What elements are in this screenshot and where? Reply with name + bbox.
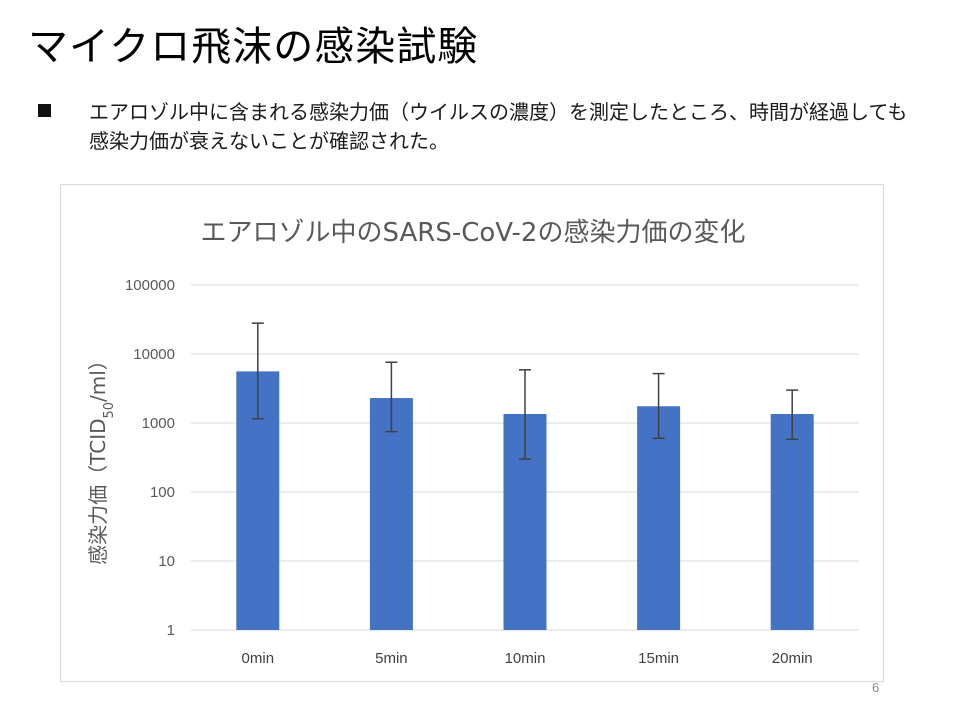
bar [770,414,814,630]
y-tick-label: 100 [150,484,175,501]
y-tick-label: 10000 [133,346,175,363]
y-tick-label: 10 [158,553,175,570]
bar-chart: エアロゾル中のSARS-CoV-2の感染力価の変化 1 10 100 1000 10000… [86,218,859,667]
chart-container: エアロゾル中のSARS-CoV-2の感染力価の変化 1 10 100 1000 10000… [60,184,884,682]
y-axis-label: 感染力価（TCID50/ml） [86,350,117,565]
bullet-square-icon [38,104,51,117]
bar [369,398,413,630]
bullet-text: エアロゾル中に含まれる感染力価（ウイルスの濃度）を測定したところ、時間が経過して… [89,100,908,153]
page-number: 6 [872,680,880,695]
bar [637,406,681,630]
slide-title: マイクロ飛沫の感染試験 [28,24,479,70]
x-tick-label: 20min [772,650,813,667]
y-tick-label: 100000 [125,277,175,294]
x-tick-label: 0min [242,650,275,667]
y-tick-label: 1000 [142,415,175,432]
x-tick-label: 10min [505,650,546,667]
chart-title: エアロゾル中のSARS-CoV-2の感染力価の変化 [201,218,746,248]
x-tick-label: 5min [375,650,408,667]
x-tick-label: 15min [638,650,679,667]
y-tick-label: 1 [167,622,175,639]
bullet-point: エアロゾル中に含まれる感染力価（ウイルスの濃度）を測定したところ、時間が経過して… [38,98,918,156]
